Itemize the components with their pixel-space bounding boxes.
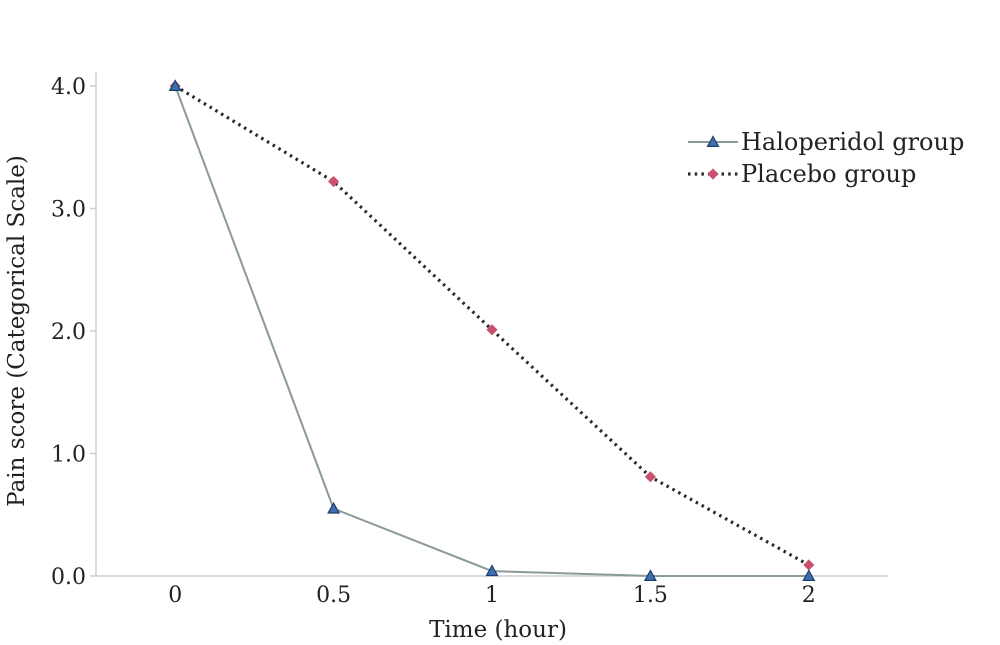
data-point-marker [802,569,816,582]
series-haloperidol [168,79,816,582]
x-tick-label: 1 [485,583,499,608]
x-tick-labels: 0 0.5 1 1.5 2 [168,583,816,608]
legend-item: Haloperidol group [688,128,964,156]
y-tick-label: 4.0 [51,75,86,100]
data-point-marker [327,501,341,514]
legend-item: Placebo group [688,160,916,188]
x-tick-label: 2 [802,583,816,608]
series-line [174,84,810,567]
legend-label: Placebo group [741,160,916,188]
data-point-marker [168,79,182,92]
data-point-marker [643,569,657,582]
data-point-marker [803,559,815,571]
x-axis-title: Time (hour) [429,617,567,643]
data-point-marker [328,175,340,188]
y-tick-label: 1.0 [51,443,86,468]
legend-marker-swatch [707,168,719,180]
y-tick-label: 2.0 [51,320,86,345]
x-tick-label: 0 [168,583,182,608]
legend-label: Haloperidol group [741,128,964,156]
legend-marker-swatch [706,135,720,147]
legend: Haloperidol group Placebo group [688,128,964,188]
x-tick-label: 1.5 [633,583,668,608]
data-point-marker [644,471,656,483]
y-tick-labels: 0.0 1.0 2.0 3.0 4.0 [51,75,96,590]
data-point-marker [486,324,498,336]
y-tick-label: 0.0 [51,565,86,590]
x-tick-label: 0.5 [316,583,351,608]
y-tick-label: 3.0 [51,198,86,223]
series-placebo [169,80,815,571]
series-layer [168,79,816,582]
data-point-marker [485,564,499,577]
y-axis-title: Pain score (Categorical Scale) [4,155,30,507]
